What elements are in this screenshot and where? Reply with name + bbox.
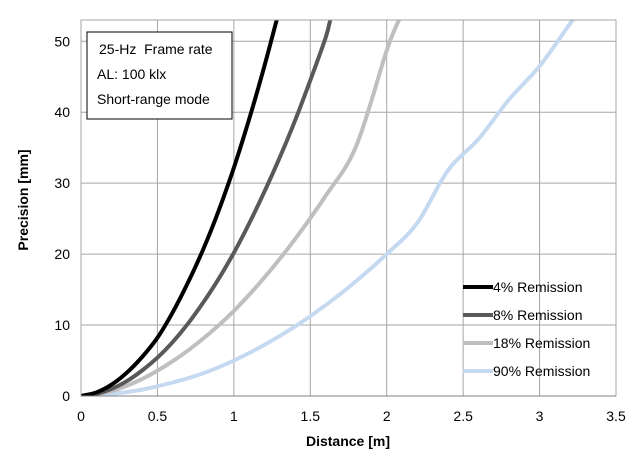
series-lines	[81, 20, 576, 396]
annotation-line-2: AL: 100 klx	[97, 66, 166, 82]
x-tick-label: 0	[77, 408, 85, 424]
x-tick-label: 0.5	[148, 408, 168, 424]
plot-border	[80, 19, 617, 397]
y-axis-label: Precision [mm]	[15, 149, 31, 250]
legend-item: 4% Remission	[463, 279, 582, 295]
y-tick-label: 40	[54, 104, 70, 120]
x-tick-label: 1	[230, 408, 238, 424]
annotation-box: 25-Hz Frame rate AL: 100 klx Short-range…	[86, 31, 233, 120]
series-line-8-remission	[81, 20, 333, 396]
series-line-4-remission	[81, 20, 279, 396]
x-tick-label: 3	[536, 408, 544, 424]
series-line-90-remission	[81, 20, 576, 396]
legend-item: 8% Remission	[463, 307, 582, 323]
y-tick-label: 30	[54, 175, 70, 191]
y-tick-label: 10	[54, 317, 70, 333]
x-tick-labels: 0 0.5 1 1.5 2 2.5 3 3.5	[77, 408, 626, 424]
x-axis-label: Distance [m]	[306, 433, 390, 449]
x-tick-label: 3.5	[606, 408, 626, 424]
legend-label: 18% Remission	[493, 335, 590, 351]
y-tick-labels: 0 10 20 30 40 50	[54, 33, 70, 404]
annotation-line-1: 25-Hz Frame rate	[99, 41, 213, 57]
legend: 4% Remission 8% Remission 18% Remission 90%…	[463, 279, 590, 379]
annotation-frame	[86, 31, 233, 120]
legend-label: 8% Remission	[493, 307, 582, 323]
legend-label: 90% Remission	[493, 363, 590, 379]
x-tick-label: 2.5	[453, 408, 473, 424]
x-tick-label: 1.5	[301, 408, 321, 424]
y-tick-label: 0	[62, 388, 70, 404]
legend-item: 18% Remission	[463, 335, 590, 351]
y-tick-label: 20	[54, 246, 70, 262]
annotation-line-3: Short-range mode	[97, 91, 210, 107]
series-line-18-remission	[81, 20, 401, 396]
y-tick-label: 50	[54, 33, 70, 49]
x-tick-label: 2	[383, 408, 391, 424]
legend-item: 90% Remission	[463, 363, 590, 379]
legend-label: 4% Remission	[493, 279, 582, 295]
